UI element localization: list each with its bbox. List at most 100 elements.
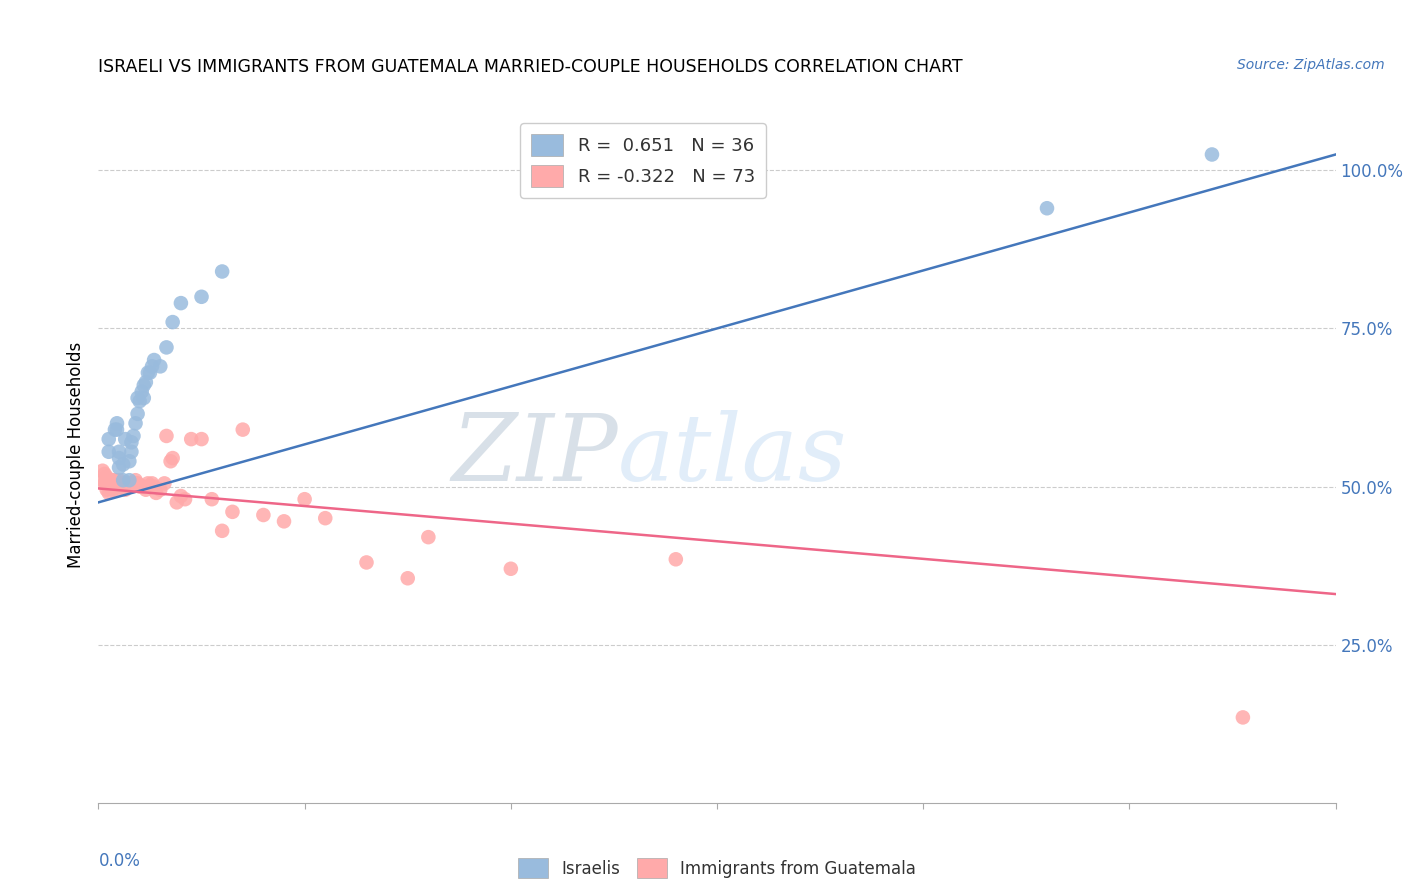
Point: [112, 479, 135, 493]
Point: [273, 514, 295, 528]
Point: [127, 391, 149, 405]
Point: [120, 435, 142, 450]
Point: [1036, 201, 1059, 215]
Point: [93, 467, 115, 481]
Text: ZIP: ZIP: [451, 410, 619, 500]
Point: [155, 429, 177, 443]
Point: [135, 483, 157, 497]
Point: [122, 429, 145, 443]
Point: [139, 479, 162, 493]
Point: [96, 470, 118, 484]
Point: [122, 476, 145, 491]
Point: [101, 476, 124, 491]
Point: [190, 290, 212, 304]
Point: [96, 483, 118, 497]
Text: atlas: atlas: [619, 410, 848, 500]
Point: [190, 432, 212, 446]
Point: [294, 492, 316, 507]
Point: [166, 495, 188, 509]
Point: [97, 444, 120, 458]
Point: [127, 476, 149, 491]
Point: [132, 378, 155, 392]
Point: [117, 476, 139, 491]
Point: [91, 464, 114, 478]
Point: [180, 432, 202, 446]
Point: [141, 476, 163, 491]
Point: [108, 460, 131, 475]
Point: [100, 476, 122, 491]
Point: [211, 524, 233, 538]
Point: [170, 296, 193, 310]
Point: [105, 483, 128, 497]
Point: [96, 476, 118, 491]
Point: [155, 340, 177, 354]
Point: [118, 473, 141, 487]
Point: [145, 486, 167, 500]
Point: [124, 473, 146, 487]
Point: [153, 476, 176, 491]
Legend: Israelis, Immigrants from Guatemala: Israelis, Immigrants from Guatemala: [512, 851, 922, 885]
Point: [149, 359, 172, 374]
Point: [396, 571, 419, 585]
Point: [100, 479, 122, 493]
Point: [131, 384, 153, 399]
Point: [141, 359, 163, 374]
Point: [104, 473, 127, 487]
Point: [97, 473, 120, 487]
Point: [112, 473, 135, 487]
Point: [232, 423, 254, 437]
Point: [104, 476, 127, 491]
Point: [101, 473, 124, 487]
Point: [131, 479, 153, 493]
Point: [132, 391, 155, 405]
Point: [114, 483, 136, 497]
Point: [128, 479, 150, 493]
Point: [211, 264, 233, 278]
Point: [162, 451, 184, 466]
Point: [118, 454, 141, 468]
Point: [499, 562, 522, 576]
Point: [112, 458, 135, 472]
Point: [201, 492, 224, 507]
Point: [91, 473, 114, 487]
Point: [97, 486, 120, 500]
Point: [105, 423, 128, 437]
Point: [97, 476, 120, 491]
Point: [117, 476, 139, 491]
Text: 0.0%: 0.0%: [98, 852, 141, 870]
Point: [120, 479, 142, 493]
Point: [118, 479, 141, 493]
Point: [124, 417, 146, 431]
Point: [101, 483, 124, 497]
Point: [97, 432, 120, 446]
Point: [108, 479, 131, 493]
Point: [93, 476, 115, 491]
Point: [136, 476, 159, 491]
Point: [665, 552, 688, 566]
Point: [132, 479, 155, 493]
Point: [112, 476, 135, 491]
Point: [127, 407, 149, 421]
Point: [114, 432, 136, 446]
Point: [139, 366, 162, 380]
Point: [1201, 147, 1223, 161]
Point: [221, 505, 243, 519]
Point: [105, 479, 128, 493]
Point: [135, 375, 157, 389]
Point: [170, 489, 193, 503]
Point: [120, 444, 142, 458]
Point: [418, 530, 440, 544]
Point: [118, 476, 141, 491]
Point: [110, 479, 132, 493]
Point: [128, 394, 150, 409]
Point: [100, 473, 122, 487]
Point: [149, 483, 172, 497]
Point: [108, 476, 131, 491]
Point: [114, 476, 136, 491]
Point: [108, 473, 131, 487]
Point: [314, 511, 336, 525]
Point: [108, 444, 131, 458]
Point: [110, 476, 132, 491]
Point: [124, 476, 146, 491]
Point: [104, 423, 127, 437]
